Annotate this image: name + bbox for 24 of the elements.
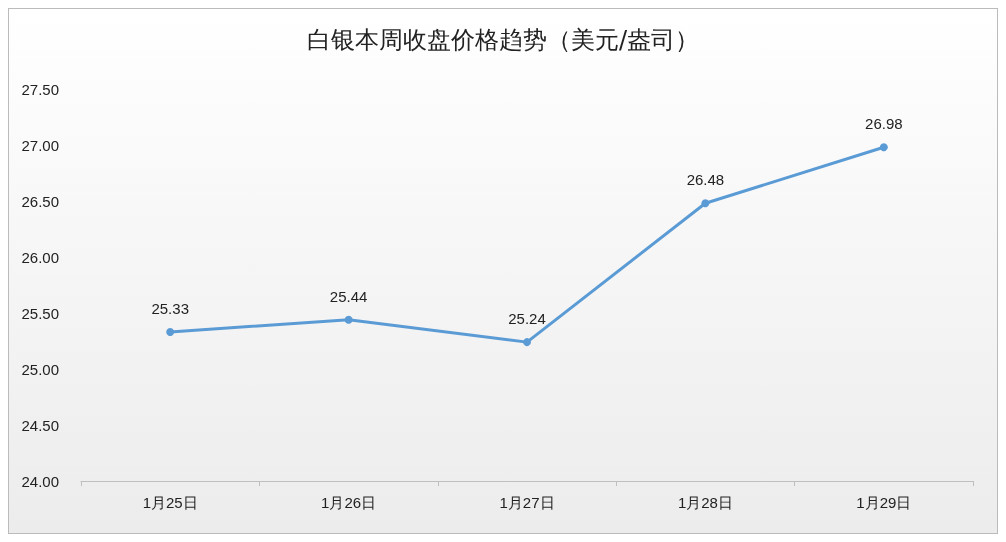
y-tick-label: 26.00	[21, 248, 59, 266]
y-tick-label: 24.50	[21, 416, 59, 434]
data-label: 25.33	[151, 300, 189, 318]
y-tick-label: 27.00	[21, 136, 59, 154]
x-tick-label: 1月28日	[677, 494, 733, 511]
point	[701, 199, 710, 208]
y-tick-label: 25.50	[21, 304, 59, 322]
data-label: 25.44	[329, 287, 368, 305]
point	[344, 315, 353, 324]
point	[523, 338, 531, 347]
data-label: 26.98	[865, 115, 903, 133]
data-label: 26.48	[686, 171, 725, 189]
point	[166, 328, 175, 337]
y-tick-label: 24.00	[21, 472, 59, 490]
y-tick-label: 26.50	[21, 192, 59, 210]
x-tick-label: 1月29日	[856, 494, 912, 511]
x-tick-label: 1月25日	[142, 494, 198, 511]
x-tick-label: 1月27日	[499, 494, 555, 511]
y-tick-label: 25.00	[21, 360, 59, 378]
y-tick-label: 27.50	[21, 80, 59, 98]
chart-title: 白银本周收盘价格趋势（美元/盎司）	[306, 26, 700, 54]
data-label: 25.24	[508, 310, 546, 328]
point	[879, 143, 888, 152]
x-tick-label: 1月26日	[321, 494, 377, 511]
